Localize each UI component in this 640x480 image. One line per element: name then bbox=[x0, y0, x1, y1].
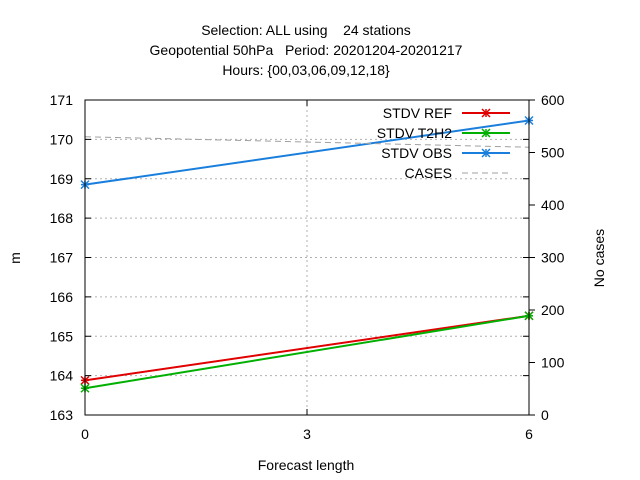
y-tick-label: 163 bbox=[50, 407, 74, 423]
title-line: Selection: ALL using 24 stations bbox=[201, 22, 411, 38]
series-line-stdv-obs bbox=[84, 119, 530, 186]
title-line: Hours: {00,03,06,09,12,18} bbox=[222, 62, 390, 78]
x-axis-label: Forecast length bbox=[258, 457, 355, 473]
y-tick-label: 170 bbox=[50, 131, 74, 147]
y2-tick-label: 500 bbox=[541, 145, 565, 161]
y2-tick-label: 400 bbox=[541, 197, 565, 213]
y2-axis-label: No cases bbox=[591, 229, 607, 287]
y2-tick-label: 100 bbox=[541, 355, 565, 371]
y-tick-label: 166 bbox=[50, 289, 74, 305]
axes: 163 164 165 166 167 168 169 170 171 0 100 200 300 400… bbox=[50, 92, 565, 442]
y2-tick-label: 300 bbox=[541, 250, 565, 266]
y-tick-label: 165 bbox=[50, 328, 74, 344]
y-tick-label: 168 bbox=[50, 210, 74, 226]
title-line: Geopotential 50hPa Period: 20201204-2020… bbox=[150, 42, 463, 58]
y-tick-label: 164 bbox=[50, 368, 74, 384]
x-tick-label: 3 bbox=[303, 426, 311, 442]
series-line-stdv-t2h2 bbox=[84, 314, 530, 390]
y-tick-label: 171 bbox=[50, 92, 74, 108]
legend-label-stdv-ref: STDV REF bbox=[383, 105, 452, 121]
y-axis-label: m bbox=[7, 252, 23, 264]
legend-marker-stdv-obs bbox=[481, 148, 491, 158]
legend-label-stdv-obs: STDV OBS bbox=[381, 145, 452, 161]
x-tick-label: 0 bbox=[81, 426, 89, 442]
y-tick-label: 167 bbox=[50, 250, 74, 266]
legend-label-stdv-t2h2: STDV T2H2 bbox=[377, 125, 452, 141]
y2-tick-label: 0 bbox=[541, 407, 549, 423]
y2-tick-label: 600 bbox=[541, 92, 565, 108]
series-line-stdv-ref bbox=[84, 314, 530, 382]
series-line-cases bbox=[84, 136, 530, 148]
legend: STDV REF STDV T2H2 STDV OBS CASES bbox=[377, 105, 510, 181]
legend-marker-stdv-t2h2 bbox=[481, 128, 491, 138]
legend-label-cases: CASES bbox=[405, 165, 452, 181]
x-tick-label: 6 bbox=[525, 426, 533, 442]
grid bbox=[84, 99, 530, 416]
y2-tick-label: 200 bbox=[541, 302, 565, 318]
chart-title: Selection: ALL using 24 stations Geopoten… bbox=[150, 22, 463, 78]
legend-marker-stdv-ref bbox=[481, 108, 491, 118]
y-tick-label: 169 bbox=[50, 171, 74, 187]
